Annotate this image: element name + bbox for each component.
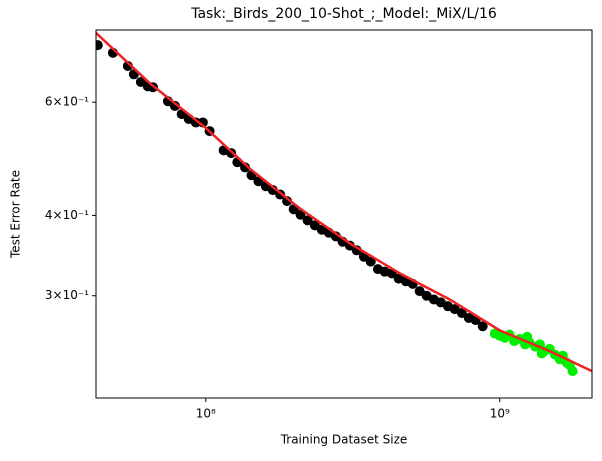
- data-point: [477, 321, 488, 332]
- x-axis-label: Training Dataset Size: [280, 433, 408, 447]
- plot-frame: [95, 29, 593, 399]
- x-tick-label: 10⁸: [196, 407, 216, 421]
- data-point: [96, 40, 103, 51]
- chart-title: Task:_Birds_200_10-Shot_;_Model:_MiX/L/1…: [190, 6, 497, 22]
- y-tick-label: 3×10⁻¹: [45, 288, 89, 302]
- y-tick-label: 4×10⁻¹: [45, 208, 89, 222]
- y-tick-label: 6×10⁻¹: [45, 95, 89, 109]
- fit-line: [96, 31, 592, 373]
- data-point: [365, 256, 376, 267]
- data-point: [302, 215, 313, 226]
- x-tick-label: 10⁹: [490, 407, 510, 421]
- data-point: [240, 162, 251, 173]
- data-point: [295, 209, 306, 220]
- data-point: [536, 348, 547, 359]
- data-point: [522, 331, 533, 342]
- data-point: [169, 100, 180, 111]
- data-point: [190, 117, 201, 128]
- data-point: [456, 308, 467, 319]
- data-point: [282, 196, 293, 207]
- data-point: [567, 366, 578, 377]
- y-axis-label: Test Error Rate: [9, 170, 23, 259]
